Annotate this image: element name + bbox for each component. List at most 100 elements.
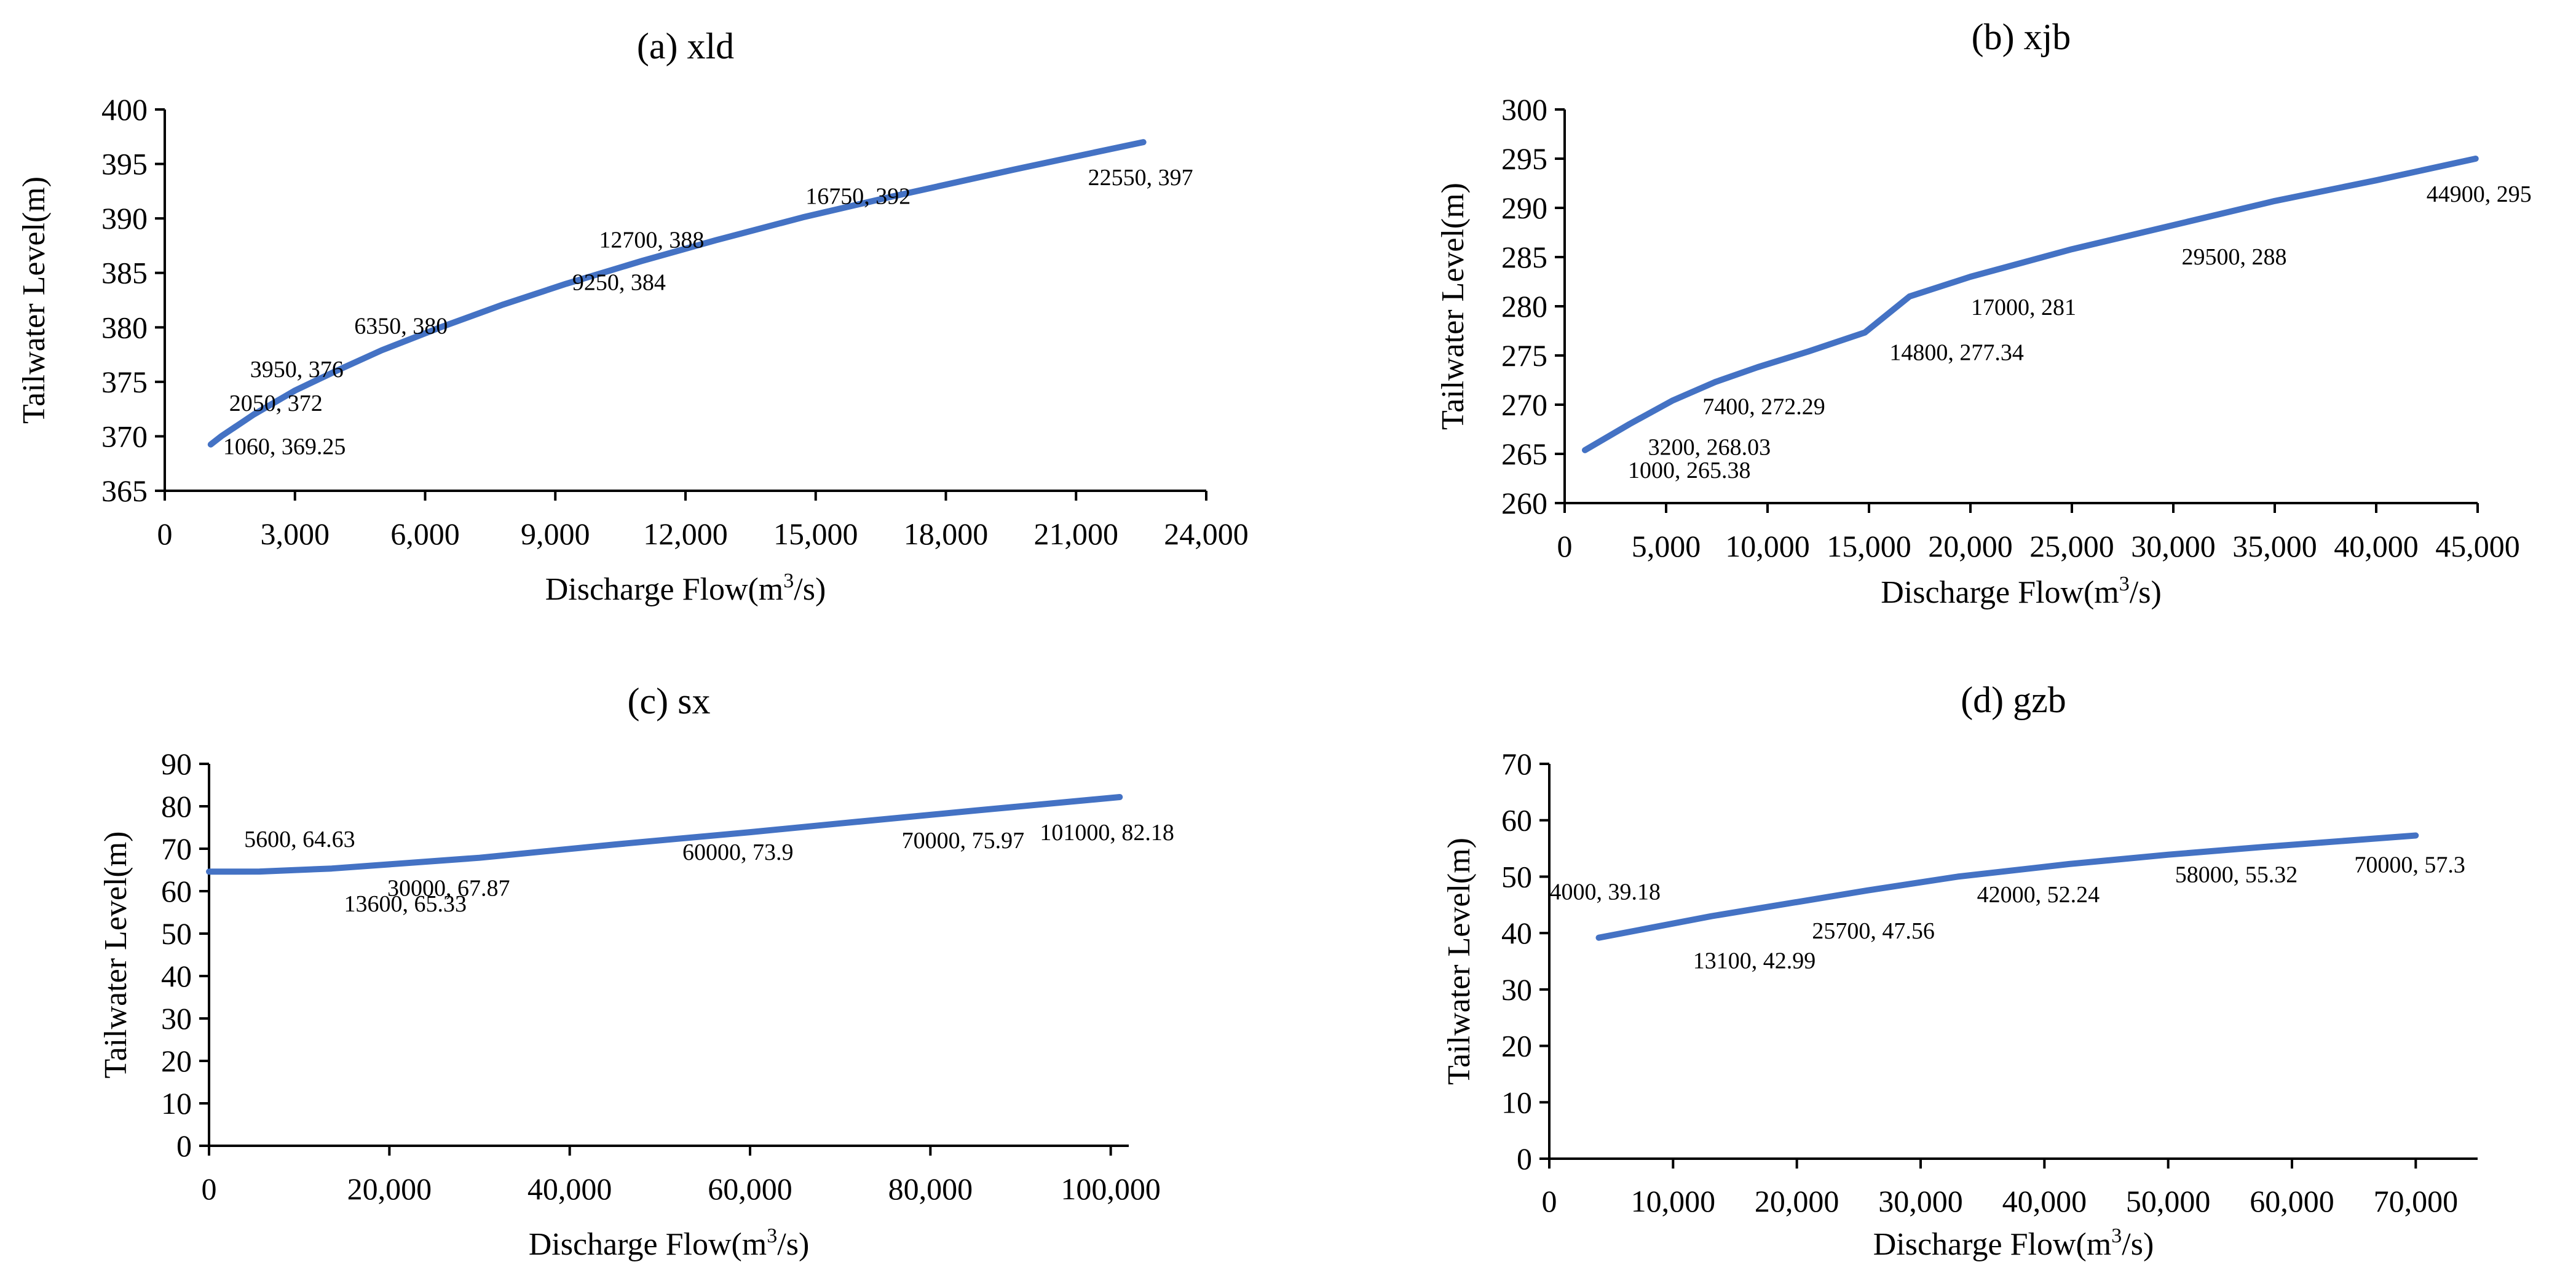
x-tick-label: 15,000 <box>1827 529 1911 563</box>
x-tick-label: 30,000 <box>2131 529 2216 563</box>
x-tick-label: 40,000 <box>527 1172 612 1206</box>
data-label: 1060, 369.25 <box>223 434 346 460</box>
data-label: 29500, 288 <box>2182 244 2287 270</box>
x-tick-label: 10,000 <box>1631 1184 1716 1218</box>
x-tick-label: 15,000 <box>773 517 858 551</box>
series-line <box>207 139 1147 448</box>
data-label: 17000, 281 <box>1971 295 2076 320</box>
x-tick-label: 20,000 <box>1755 1184 1839 1218</box>
x-tick-label: 3,000 <box>261 517 330 551</box>
y-tick-label: 20 <box>1501 1029 1532 1063</box>
y-tick-label: 390 <box>101 201 148 236</box>
y-tick-label: 50 <box>1501 859 1532 894</box>
x-tick-label: 9,000 <box>521 517 590 551</box>
x-tick-label: 60,000 <box>2250 1184 2334 1218</box>
y-tick-label: 60 <box>161 874 192 908</box>
y-axis-label: Tailwater Level(m) <box>1442 838 1477 1085</box>
x-tick-label: 40,000 <box>2002 1184 2087 1218</box>
data-label: 3200, 268.03 <box>1648 435 1771 461</box>
y-tick-label: 40 <box>1501 916 1532 950</box>
x-tick-label: 24,000 <box>1164 517 1249 551</box>
series-line <box>1582 156 2479 453</box>
x-axis-label: Discharge Flow(m3/s) <box>545 570 826 607</box>
y-tick-label: 260 <box>1501 486 1547 520</box>
x-tick-label: 20,000 <box>347 1172 432 1206</box>
series-line <box>206 794 1123 875</box>
panel-xld: (a) xld 365 370 375 380 385 390 395 400 0 3,000 6,0… <box>17 26 1249 607</box>
x-tick-label: 18,000 <box>904 517 989 551</box>
panel-sx: (c) sx 0 10 20 30 40 50 60 70 80 90 0 20,000 40,000 60… <box>98 681 1174 1262</box>
y-axis-label: Tailwater Level(m) <box>98 831 133 1078</box>
y-axis-label: Tailwater Level(m) <box>17 177 52 424</box>
y-tick-label: 90 <box>161 747 192 781</box>
x-tick-label: 100,000 <box>1061 1172 1161 1206</box>
y-tick-label: 300 <box>1501 92 1547 127</box>
y-tick-label: 280 <box>1501 289 1547 323</box>
data-label: 12700, 388 <box>599 228 704 253</box>
chart-title: (d) gzb <box>1961 680 2066 720</box>
data-label: 9250, 384 <box>572 269 666 295</box>
y-tick-label: 285 <box>1501 240 1547 274</box>
x-tick-label: 21,000 <box>1034 517 1119 551</box>
y-tick-label: 365 <box>101 474 148 508</box>
y-tick-label: 80 <box>161 789 192 824</box>
x-tick-label: 60,000 <box>708 1172 792 1206</box>
y-tick-label: 395 <box>101 147 148 181</box>
data-label: 3950, 376 <box>250 357 344 383</box>
data-label: 58000, 55.32 <box>2175 862 2298 888</box>
y-tick-label: 400 <box>101 92 148 127</box>
x-tick-label: 6,000 <box>390 517 460 551</box>
y-tick-label: 265 <box>1501 437 1547 471</box>
y-tick-label: 70 <box>1501 747 1532 781</box>
data-label: 2050, 372 <box>229 391 323 416</box>
x-tick-label: 30,000 <box>1878 1184 1963 1218</box>
x-tick-label: 35,000 <box>2232 529 2317 563</box>
x-tick-label: 0 <box>1542 1184 1557 1218</box>
x-tick-label: 20,000 <box>1928 529 2013 563</box>
data-label: 60000, 73.9 <box>682 839 794 865</box>
y-tick-label: 385 <box>101 256 148 290</box>
data-label: 25700, 47.56 <box>1812 918 1935 944</box>
x-axis-label: Discharge Flow(m3/s) <box>529 1224 810 1262</box>
x-tick-label: 45,000 <box>2435 529 2520 563</box>
x-tick-label: 80,000 <box>888 1172 973 1206</box>
y-tick-label: 10 <box>1501 1085 1532 1119</box>
data-label: 16750, 392 <box>805 184 911 210</box>
y-tick-label: 295 <box>1501 141 1547 176</box>
panel-xjb: (b) xjb 260 265 270 275 280 285 290 295 300 0 5,000… <box>1436 17 2532 610</box>
y-tick-label: 270 <box>1501 387 1547 422</box>
chart-title: (a) xld <box>637 26 734 66</box>
x-tick-label: 0 <box>1557 529 1573 563</box>
data-label: 30000, 67.87 <box>387 876 510 902</box>
y-tick-label: 290 <box>1501 191 1547 225</box>
y-tick-label: 30 <box>1501 972 1532 1007</box>
data-label: 42000, 52.24 <box>1977 882 2100 908</box>
data-label: 44900, 295 <box>2427 181 2532 207</box>
y-tick-label: 375 <box>101 365 148 399</box>
y-tick-label: 380 <box>101 310 148 344</box>
data-label: 1000, 265.38 <box>1628 458 1751 483</box>
data-label: 70000, 75.97 <box>902 828 1025 854</box>
data-label: 4000, 39.18 <box>1550 879 1661 905</box>
x-tick-label: 5,000 <box>1632 529 1701 563</box>
y-tick-label: 275 <box>1501 338 1547 373</box>
panel-gzb: (d) gzb 0 10 20 30 40 50 60 70 0 10,000 20,000 30,00… <box>1442 680 2478 1262</box>
data-label: 5600, 64.63 <box>244 827 355 852</box>
data-label: 7400, 272.29 <box>1702 394 1825 419</box>
data-label: 14800, 277.34 <box>1889 340 2024 366</box>
y-tick-label: 30 <box>161 1001 192 1036</box>
y-tick-label: 60 <box>1501 803 1532 838</box>
x-axis-label: Discharge Flow(m3/s) <box>1881 573 2162 610</box>
y-tick-label: 50 <box>161 916 192 951</box>
y-tick-label: 20 <box>161 1044 192 1078</box>
x-tick-label: 10,000 <box>1725 529 1810 563</box>
data-label: 70000, 57.3 <box>2354 852 2465 878</box>
data-label: 13600, 65.33 <box>344 891 467 917</box>
x-tick-label: 0 <box>202 1172 217 1206</box>
y-tick-label: 10 <box>161 1086 192 1121</box>
x-tick-label: 40,000 <box>2334 529 2419 563</box>
x-tick-label: 50,000 <box>2126 1184 2211 1218</box>
y-tick-label: 70 <box>161 832 192 866</box>
data-label: 22550, 397 <box>1088 165 1193 191</box>
